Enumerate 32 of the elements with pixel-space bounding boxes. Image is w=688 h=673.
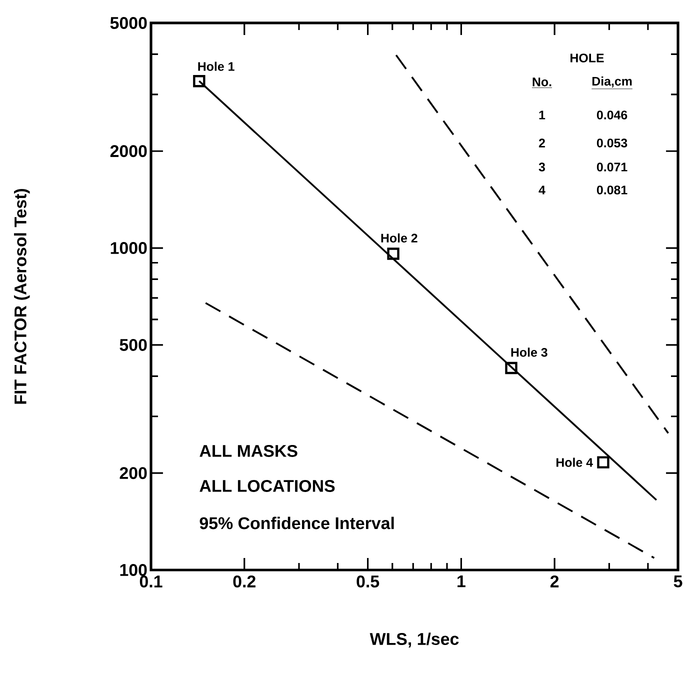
x-tick-label: 0.2 <box>233 576 256 588</box>
x-tick-label: 2 <box>550 576 559 588</box>
y-tick-label: 200 <box>120 467 147 480</box>
x-tick-label: 5 <box>674 576 682 588</box>
y-tick-label: 2000 <box>110 145 147 158</box>
annotation: ALL MASKS <box>200 444 298 457</box>
y-axis-title: FIT FACTOR (Aerosol Test) <box>14 188 30 404</box>
x-axis-title: WLS, 1/sec <box>370 632 459 648</box>
annotation: 1 <box>539 110 546 120</box>
annotation: 95% Confidence Interval <box>200 516 394 530</box>
x-tick-label: 1 <box>458 576 466 588</box>
annotation: No. <box>532 78 552 86</box>
x-tick-label: 0.1 <box>140 576 162 588</box>
y-tick-label: 5000 <box>110 16 147 29</box>
annotation: Hole 2 <box>381 233 418 243</box>
annotation: Dia,cm <box>592 76 632 88</box>
annotation: HOLE <box>570 54 604 62</box>
annotation: 0.081 <box>596 186 628 194</box>
annotation: Hole 4 <box>556 458 593 467</box>
annotation: Hole 1 <box>198 62 234 71</box>
annotation: 3 <box>538 162 545 172</box>
annotation: 0.046 <box>596 110 628 120</box>
annotation: 0.053 <box>596 138 628 148</box>
annotation: ALL LOCATIONS <box>200 480 335 492</box>
y-tick-label: 500 <box>120 338 147 351</box>
annotation: 2 <box>538 138 545 148</box>
y-tick-label: 1000 <box>110 242 147 254</box>
annotation: Hole 3 <box>511 348 548 357</box>
y-tick-label: 100 <box>120 564 147 576</box>
x-tick-label: 0.5 <box>356 576 380 588</box>
annotation: 4 <box>538 186 546 194</box>
annotation: 0.071 <box>596 162 628 172</box>
